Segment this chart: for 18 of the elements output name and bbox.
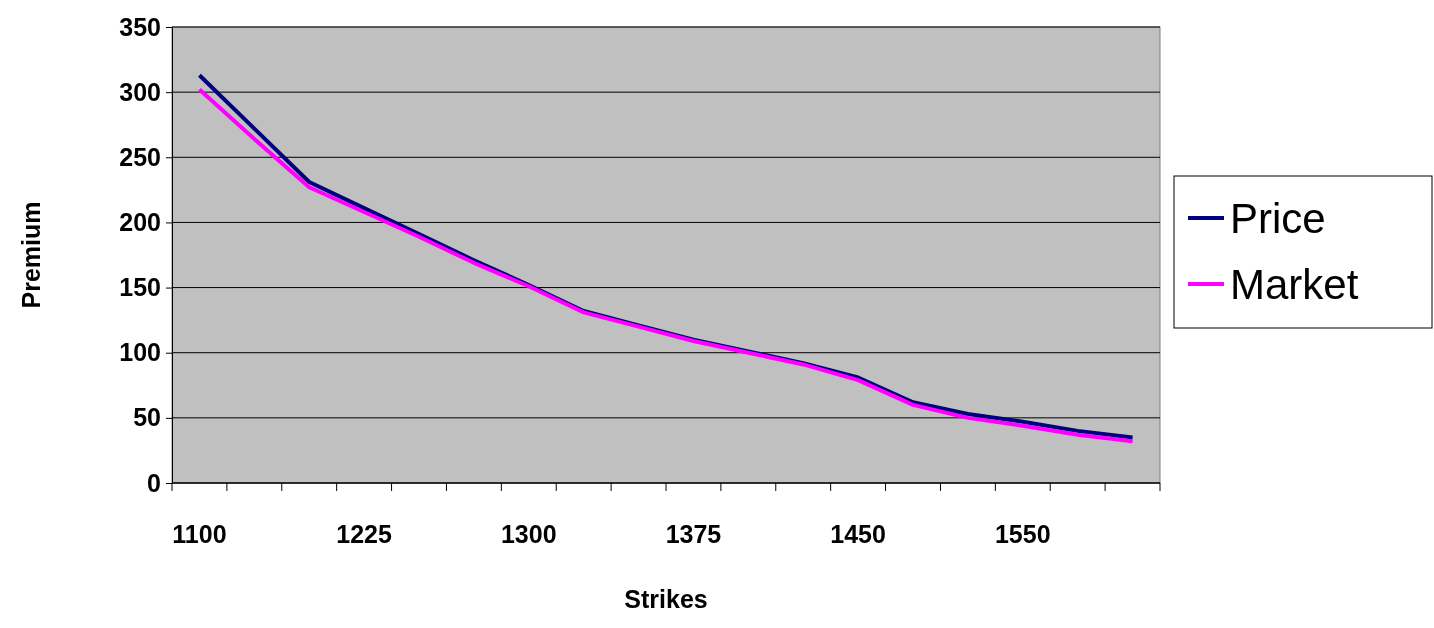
y-tick-label: 150: [119, 273, 161, 302]
y-tick-label: 350: [119, 12, 161, 41]
x-tick-label: 1450: [830, 520, 886, 548]
x-tick-label: 1550: [994, 520, 1051, 548]
y-tick-label: 100: [119, 338, 161, 367]
legend-label: Price: [1230, 195, 1326, 242]
x-tick-label: 1100: [172, 520, 227, 548]
legend-label: Market: [1230, 261, 1359, 308]
y-tick-label: 0: [147, 468, 161, 497]
y-tick-label: 300: [119, 77, 161, 106]
y-tick-label: 250: [119, 142, 161, 171]
x-tick-label: 1225: [336, 520, 393, 548]
x-axis-title: Strikes: [624, 585, 708, 613]
y-axis-title: Premium: [17, 201, 45, 309]
y-tick-label: 50: [133, 403, 161, 432]
x-tick-label: 1375: [665, 520, 722, 548]
x-tick-label: 1300: [500, 520, 557, 548]
y-tick-label: 200: [119, 207, 161, 236]
